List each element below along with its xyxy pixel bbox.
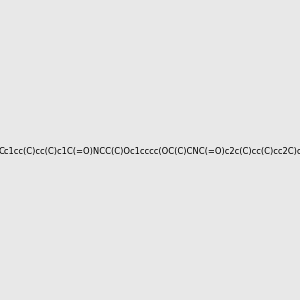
Text: Cc1cc(C)cc(C)c1C(=O)NCC(C)Oc1cccc(OC(C)CNC(=O)c2c(C)cc(C)cc2C)c1I: Cc1cc(C)cc(C)c1C(=O)NCC(C)Oc1cccc(OC(C)C… xyxy=(0,147,300,156)
